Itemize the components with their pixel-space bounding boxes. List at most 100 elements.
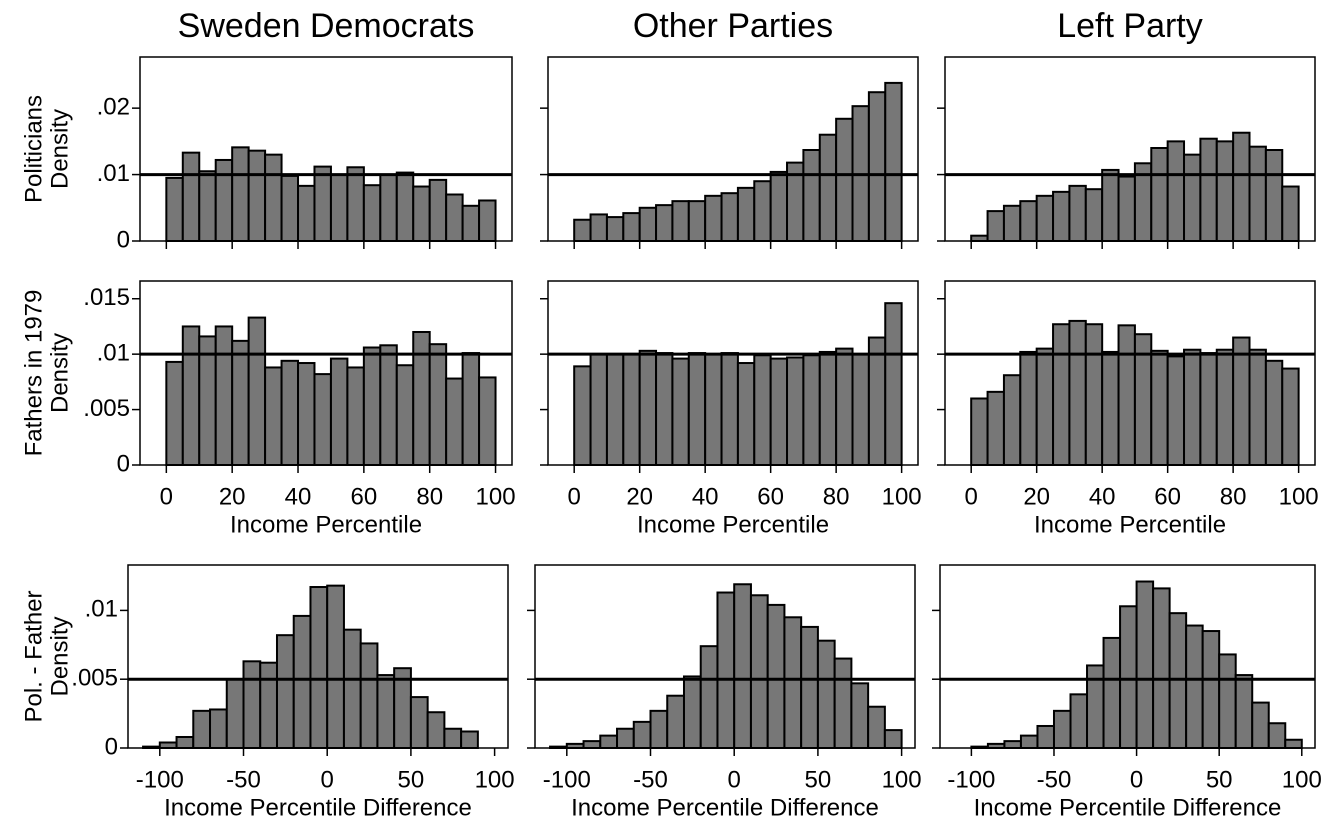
x-tick-label: 60 [1154,483,1181,510]
bar [850,682,870,749]
bar [851,353,870,466]
bar [783,616,803,749]
x-tick-label: 50 [1206,766,1233,793]
bar [198,170,217,242]
bar [1264,359,1284,466]
bar [671,357,690,466]
x-tick-label: -50 [1037,766,1072,793]
bar [699,645,719,750]
bar [682,675,702,749]
bar [214,158,234,242]
y-tick-label: .015 [83,284,130,311]
bar [192,709,212,749]
bar [1150,147,1169,243]
bar [346,366,365,466]
x-tick-label: 100 [882,766,922,793]
bar [1234,674,1254,750]
bar [428,343,448,466]
bar [461,352,481,466]
y-axis-label: Density [46,333,73,413]
bar [704,353,723,466]
bar [342,628,362,750]
x-tick-label: 80 [823,483,850,510]
bar [247,316,267,466]
bar [175,735,195,750]
x-tick-label: 100 [1282,766,1322,793]
y-axis-label: Politicians [20,95,47,203]
bar [264,153,283,242]
bar [395,364,415,466]
bar [671,200,690,243]
y-axis-label: Density [46,616,73,696]
x-axis-label: Income Percentile [1034,511,1226,538]
x-tick-label: 100 [1279,483,1319,510]
bar [769,357,789,466]
x-tick-label: 20 [1023,483,1050,510]
bar [1215,140,1235,242]
bar [1152,587,1171,750]
bar [1102,636,1122,749]
bar [1232,336,1251,466]
x-tick-label: 0 [728,766,741,793]
bar [275,634,295,749]
bar [1069,693,1089,749]
bar [379,344,398,466]
bar [589,213,608,242]
bar [687,200,707,243]
bar [716,591,736,749]
bar [326,584,345,749]
bar [632,720,652,749]
x-tick-label: 100 [882,483,922,510]
bar [412,330,431,466]
bar [1052,323,1071,466]
bar [884,81,903,242]
bar [970,234,989,242]
bar [329,173,349,242]
bar [359,642,379,750]
y-axis-label: Fathers in 1979 [20,290,47,457]
bar [1101,350,1120,466]
bar [292,614,312,750]
x-tick-label: 40 [285,483,312,510]
bar [1150,349,1169,467]
bar [1281,367,1300,466]
bar [549,745,568,750]
x-axis-label: Income Percentile Difference [571,794,879,821]
x-tick-label: 100 [475,766,515,793]
x-tick-label: 80 [1220,483,1247,510]
bar [1052,709,1072,749]
bar [165,176,184,243]
bar [1035,194,1055,242]
bar [376,674,396,750]
bar [379,173,398,242]
bar [833,657,853,749]
bar [428,178,448,243]
bar [1117,324,1136,466]
bar [309,586,329,749]
bar [749,594,769,750]
bar [835,117,854,242]
x-tick-label: 0 [1130,766,1143,793]
bar [198,335,217,466]
x-tick-label: 100 [476,483,516,510]
bar [589,353,608,466]
bar [1201,630,1221,749]
bar [1002,204,1022,242]
x-tick-label: 80 [416,483,443,510]
bar [313,373,332,466]
bar [214,325,234,466]
bar [622,212,641,243]
bar [1199,352,1218,466]
bar [599,734,619,749]
bar [1183,348,1202,467]
bar [582,740,602,749]
bar [1185,624,1204,750]
bar [616,727,635,749]
bar [835,347,854,467]
bar [655,352,674,466]
bar [409,696,429,749]
bar [1183,153,1202,242]
bar [1135,580,1155,750]
bar [687,352,707,466]
